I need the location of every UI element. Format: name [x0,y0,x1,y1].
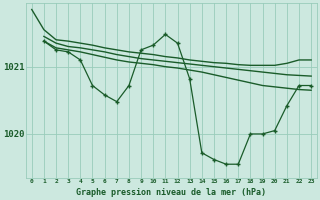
X-axis label: Graphe pression niveau de la mer (hPa): Graphe pression niveau de la mer (hPa) [76,188,267,197]
